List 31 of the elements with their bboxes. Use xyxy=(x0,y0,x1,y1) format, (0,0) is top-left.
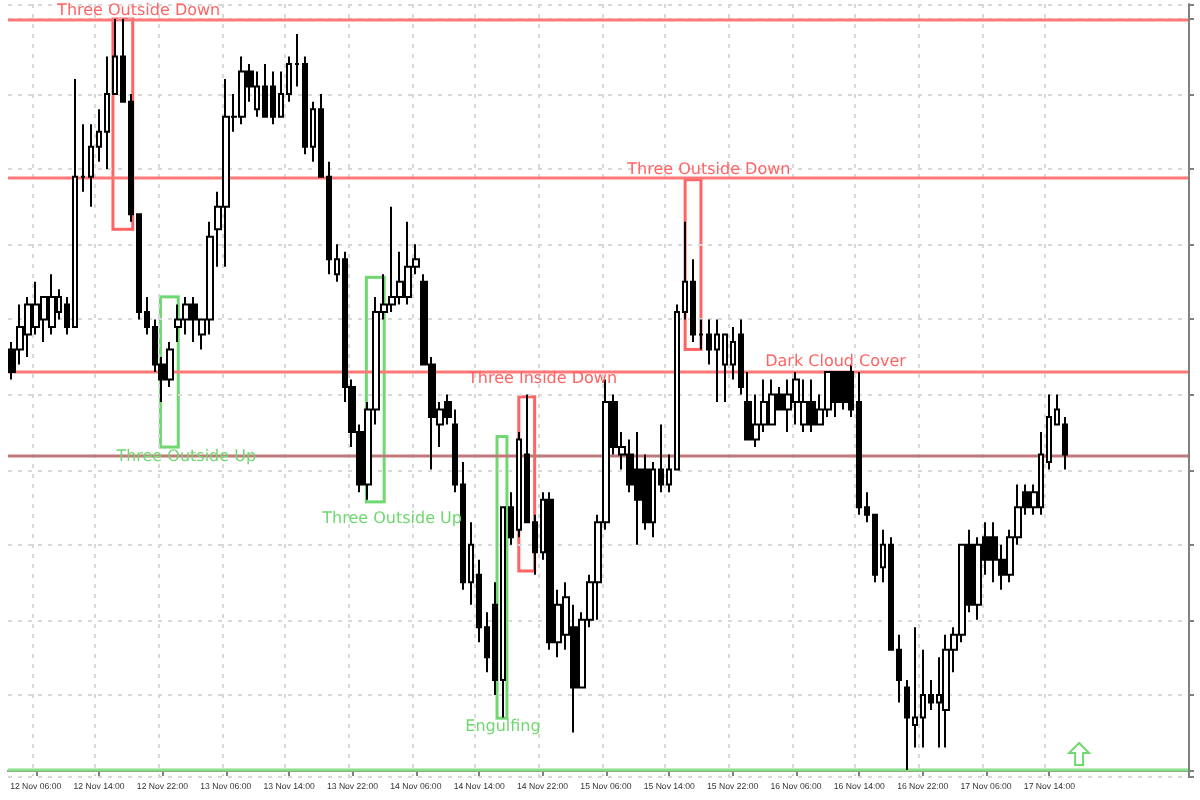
candlestick xyxy=(832,370,840,419)
candlestick xyxy=(784,378,792,434)
candlestick xyxy=(792,370,800,426)
candlestick xyxy=(824,370,832,419)
candlestick xyxy=(174,303,182,343)
candlestick xyxy=(800,378,808,434)
candlestick xyxy=(238,55,246,126)
annotation: Engulfing xyxy=(465,717,541,736)
candlestick xyxy=(990,521,998,584)
candlestick xyxy=(942,633,950,749)
candlestick xyxy=(404,220,412,306)
candlestick xyxy=(270,70,276,126)
candlestick xyxy=(714,318,720,404)
candlestick xyxy=(48,273,56,336)
candlestick xyxy=(222,78,230,268)
candlestick xyxy=(546,491,554,651)
annotation: Dark Cloud Cover xyxy=(765,351,908,370)
candlestick xyxy=(840,370,848,411)
candlestick xyxy=(190,295,198,343)
candlestick xyxy=(254,70,260,118)
candlestick xyxy=(182,295,190,336)
candlestick xyxy=(856,370,862,516)
candlestick xyxy=(634,431,642,546)
candlestick xyxy=(72,78,78,328)
text: Three Outside Down xyxy=(55,1,221,20)
candlestick xyxy=(808,378,816,434)
annotation: Three Outside Down xyxy=(625,160,791,179)
annotation: Three Inside Down xyxy=(466,368,618,387)
candlestick xyxy=(262,63,268,118)
candlestick xyxy=(768,378,776,426)
candlestick xyxy=(388,205,396,313)
